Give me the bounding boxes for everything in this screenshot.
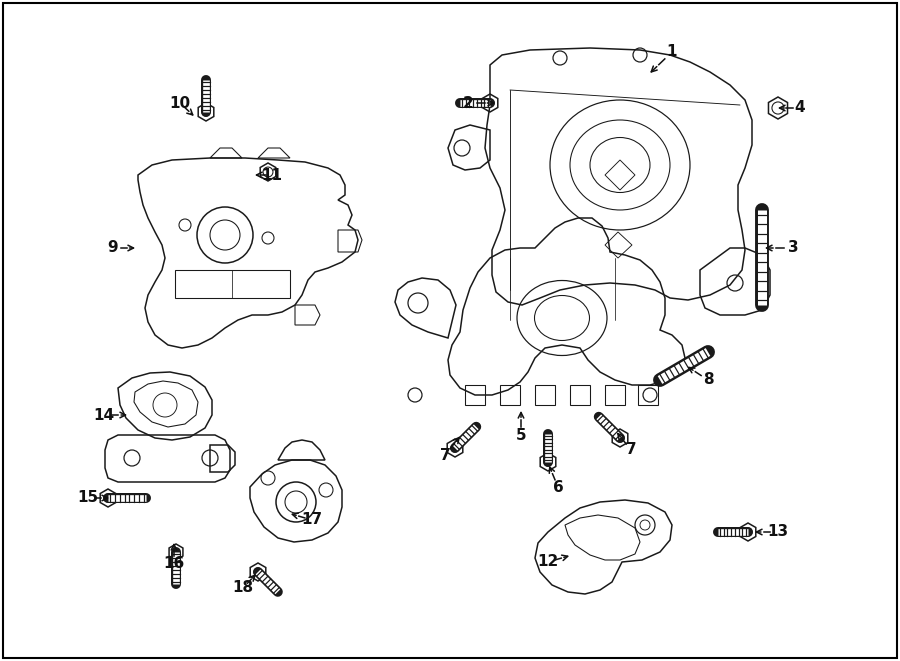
Text: 8: 8 [703, 373, 714, 387]
Text: 18: 18 [232, 580, 254, 596]
Text: 6: 6 [553, 479, 563, 494]
Text: 17: 17 [302, 512, 322, 527]
Text: 15: 15 [77, 490, 99, 506]
Text: 7: 7 [626, 442, 636, 457]
Text: 11: 11 [262, 167, 283, 182]
Text: 16: 16 [164, 555, 184, 570]
Text: 2: 2 [463, 95, 473, 110]
Text: 13: 13 [768, 524, 788, 539]
Text: 9: 9 [108, 241, 118, 256]
Text: 1: 1 [667, 44, 677, 59]
Text: 14: 14 [94, 407, 114, 422]
Text: 7: 7 [440, 447, 450, 463]
Text: 3: 3 [788, 241, 798, 256]
Text: 10: 10 [169, 95, 191, 110]
Text: 12: 12 [537, 555, 559, 570]
Text: 4: 4 [795, 100, 806, 116]
Text: 5: 5 [516, 428, 526, 442]
